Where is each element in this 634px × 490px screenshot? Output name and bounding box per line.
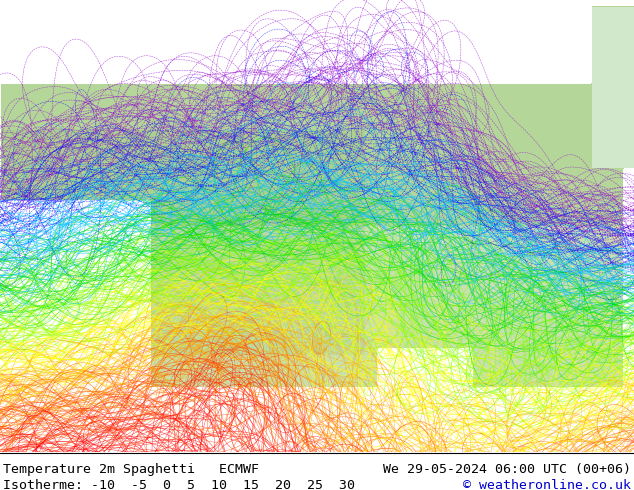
Text: © weatheronline.co.uk: © weatheronline.co.uk (463, 479, 631, 490)
Text: Isotherme: -10  -5  0  5  10  15  20  25  30: Isotherme: -10 -5 0 5 10 15 20 25 30 (3, 479, 355, 490)
Text: We 29-05-2024 06:00 UTC (00+06): We 29-05-2024 06:00 UTC (00+06) (383, 464, 631, 476)
Text: Temperature 2m Spaghetti   ECMWF: Temperature 2m Spaghetti ECMWF (3, 464, 259, 476)
